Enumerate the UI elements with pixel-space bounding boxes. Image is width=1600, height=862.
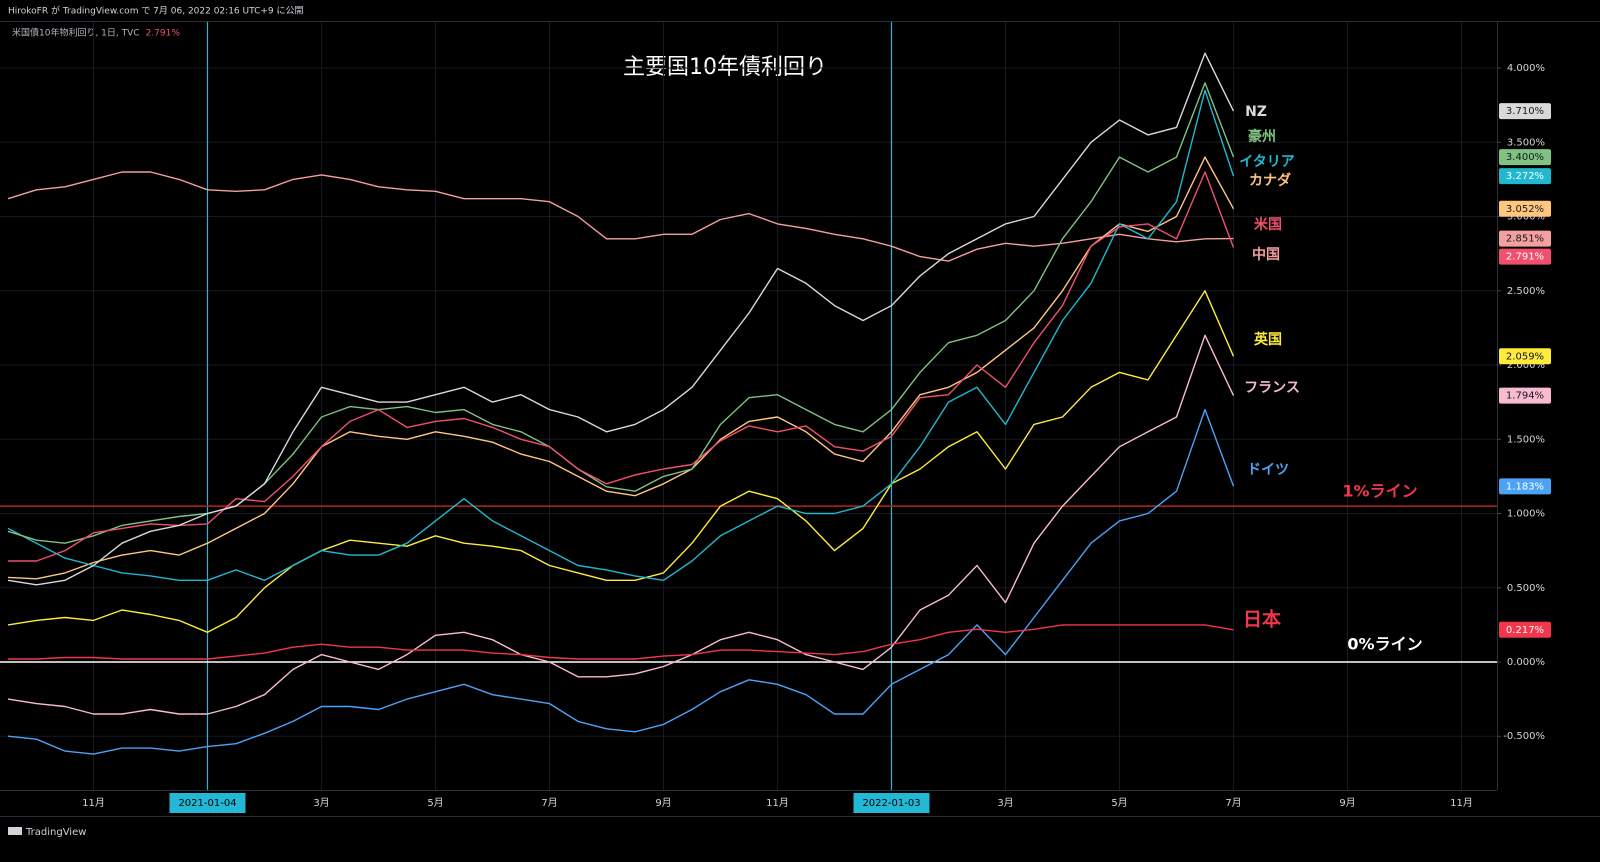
brand-name: TradingView: [25, 827, 86, 838]
price-tag-label: 3.272%: [1506, 171, 1544, 182]
series-line: [7, 408, 1235, 755]
x-tick-label: 5月: [427, 797, 443, 809]
price-tag: [1499, 478, 1551, 495]
x-tick-label: 11月: [766, 797, 789, 809]
price-tag: [1499, 149, 1551, 166]
x-tick-label: 11月: [82, 797, 105, 809]
highlight-label-bg: [169, 793, 246, 813]
price-tag: [1499, 248, 1551, 265]
reference-label: 0%ライン: [1347, 635, 1422, 654]
series-name: フランス: [1244, 380, 1300, 396]
series-name: 豪州: [1248, 128, 1276, 145]
price-tag-label: 1.794%: [1506, 391, 1544, 402]
price-tag: [1499, 103, 1551, 120]
series-line: [8, 171, 1235, 562]
series-line: [8, 624, 1234, 660]
y-tick-label: 0.000%: [1507, 657, 1545, 668]
price-tag: [1499, 168, 1551, 185]
y-tick-label: -0.500%: [1503, 731, 1545, 742]
price-tag-label: 2.059%: [1506, 351, 1544, 362]
series-name: カナダ: [1249, 172, 1291, 189]
y-tick-label: 1.500%: [1507, 434, 1545, 445]
y-tick-label: 3.500%: [1507, 137, 1545, 148]
y-tick-label: 0.500%: [1507, 583, 1545, 594]
x-tick-label: 2022-01-03: [862, 798, 920, 809]
series-name: 日本: [1243, 608, 1281, 631]
price-tag-label: 3.710%: [1506, 106, 1544, 117]
x-tick-label: 2021-01-04: [178, 798, 236, 809]
series-name: イタリア: [1239, 154, 1294, 170]
plot: [0, 22, 1497, 790]
y-tick-label: 2.500%: [1507, 286, 1545, 297]
x-tick-label: 3月: [313, 797, 329, 809]
x-tick-label: 3月: [997, 797, 1013, 809]
price-tag-label: 3.400%: [1506, 152, 1544, 163]
y-tick-label: 4.000%: [1507, 63, 1545, 74]
x-tick-label: 9月: [1339, 797, 1355, 809]
x-tick-label: 7月: [1225, 797, 1241, 809]
y-tick-label: 1.000%: [1507, 509, 1545, 520]
price-tag-label: 2.791%: [1506, 252, 1544, 263]
price-tag-label: 1.183%: [1506, 481, 1544, 492]
symbol-price: 2.791%: [146, 29, 181, 39]
price-tag: [1499, 621, 1551, 638]
series-name: 中国: [1252, 246, 1280, 263]
series-name: 英国: [1253, 331, 1282, 348]
logo-mark: [8, 827, 22, 835]
series-name: NZ: [1245, 104, 1267, 120]
reference-label: 1%ライン: [1342, 482, 1417, 501]
publish-header: HirokoFR が TradingView.com で 7月 06, 2022…: [8, 5, 303, 17]
x-tick-label: 11月: [1450, 797, 1473, 809]
x-tick-label: 7月: [541, 797, 557, 809]
y-tick-label: 3.000%: [1507, 212, 1545, 223]
price-tag: [1499, 348, 1551, 365]
price-tag-label: 0.217%: [1506, 625, 1544, 636]
highlight-label-bg: [853, 793, 930, 813]
series-line: [7, 89, 1235, 581]
series-line: [7, 334, 1235, 715]
series-name: ドイツ: [1247, 462, 1289, 478]
price-tag-label: 2.851%: [1506, 234, 1544, 245]
series-name: 米国: [1254, 216, 1282, 233]
series-line: [7, 290, 1235, 633]
series-line: [7, 171, 1234, 262]
series-line: [7, 52, 1235, 586]
brand-logo: TradingView: [8, 827, 86, 838]
chart-title: 主要国10年債利回り: [623, 55, 827, 80]
x-tick-label: 5月: [1111, 797, 1127, 809]
y-tick-label: 2.000%: [1507, 360, 1545, 371]
series-line: [7, 156, 1235, 580]
symbol-info: 米国債10年物利回り, 1日, TVC: [12, 27, 140, 39]
price-tag: [1499, 200, 1551, 217]
price-tag-label: 3.052%: [1506, 204, 1544, 215]
price-tag: [1499, 230, 1551, 247]
price-tag: [1499, 387, 1551, 404]
x-tick-label: 9月: [655, 797, 671, 809]
